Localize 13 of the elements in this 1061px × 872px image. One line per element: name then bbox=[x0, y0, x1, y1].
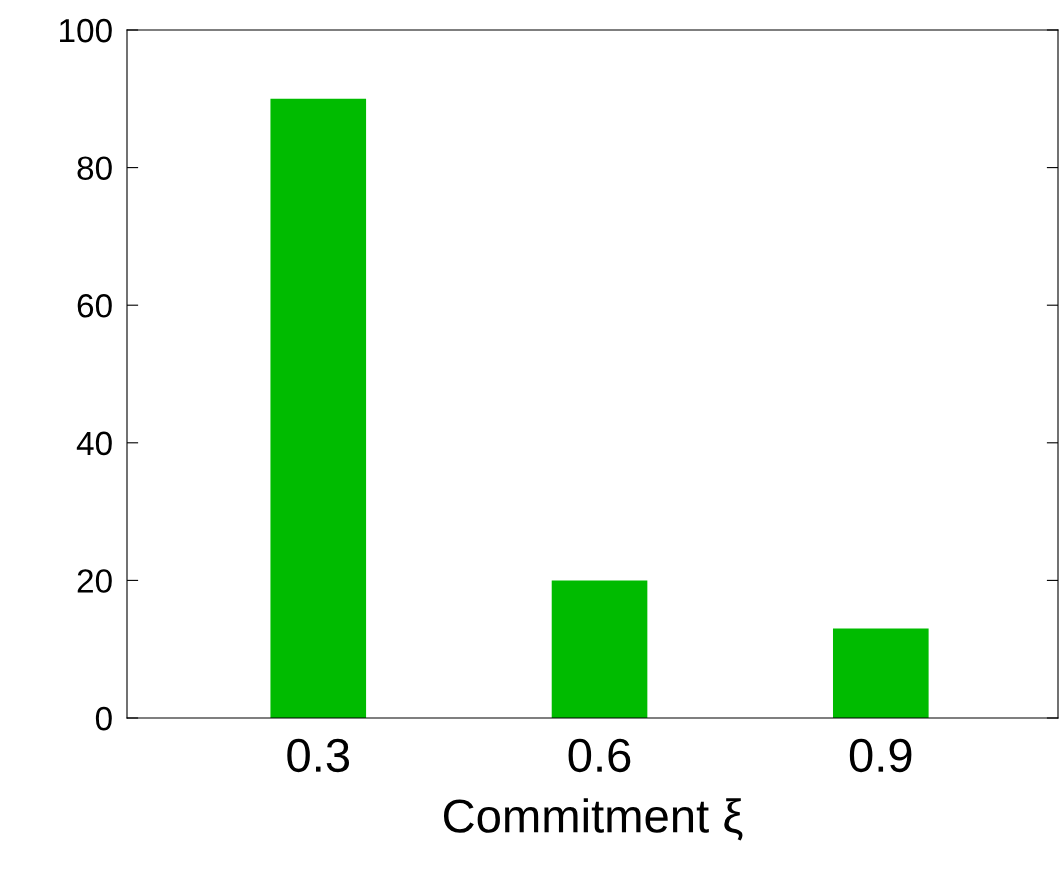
y-tick-label: 80 bbox=[77, 156, 112, 181]
y-tick-label: 100 bbox=[60, 18, 112, 43]
y-tick-label: 60 bbox=[77, 294, 112, 318]
y-tick-label: 0 bbox=[95, 706, 112, 731]
x-tick-label: 0.3 bbox=[287, 738, 350, 773]
bar bbox=[270, 98, 367, 718]
x-tick-label: 0.9 bbox=[849, 738, 912, 773]
x-tick-label: 0.6 bbox=[568, 738, 631, 773]
x-axis-title: Commitment ξ bbox=[443, 798, 743, 841]
y-tick-label: 40 bbox=[76, 431, 112, 456]
bar bbox=[551, 580, 648, 718]
y-tick-label: 20 bbox=[77, 569, 112, 593]
bar bbox=[832, 628, 929, 718]
